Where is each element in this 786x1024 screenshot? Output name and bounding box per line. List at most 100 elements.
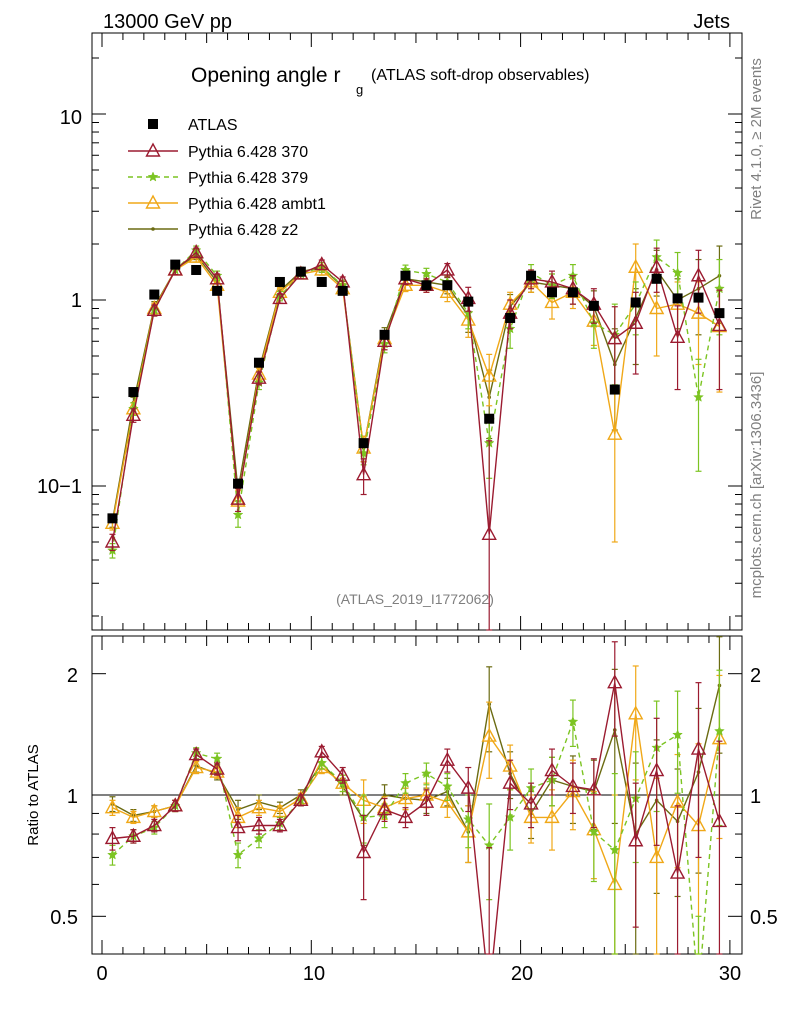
atlas-point xyxy=(505,313,516,324)
ratio-series-group xyxy=(104,636,728,955)
ratio-point xyxy=(714,725,725,736)
atlas-point xyxy=(484,413,495,424)
rivet-label: Rivet 4.1.0, ≥ 2M events xyxy=(748,58,765,220)
data-point xyxy=(607,425,623,440)
ratio-point xyxy=(418,793,435,808)
ratio-point xyxy=(293,791,309,807)
data-point xyxy=(439,283,456,299)
atlas-point xyxy=(609,384,620,395)
ratio-point xyxy=(167,797,183,812)
atlas-point xyxy=(149,289,160,300)
xtick-label: 20 xyxy=(511,963,533,985)
data-point xyxy=(272,289,288,305)
ratio-point xyxy=(107,849,118,860)
legend-marker xyxy=(145,194,161,209)
ratio-point xyxy=(188,746,204,761)
ratio-point xyxy=(230,819,246,834)
xtick-label: 30 xyxy=(719,963,741,985)
axis-ticks xyxy=(92,33,742,954)
atlas-point xyxy=(442,280,453,291)
data-point xyxy=(188,244,204,259)
data-point xyxy=(462,307,474,318)
data-point xyxy=(544,293,560,309)
atlas-point xyxy=(107,513,118,524)
data-point xyxy=(376,332,393,347)
ratio-point xyxy=(544,808,560,824)
legend-marker xyxy=(147,171,159,182)
atlas-point xyxy=(233,478,244,489)
ratio-point xyxy=(441,780,453,792)
ratio-point xyxy=(648,762,665,777)
ratio-ytick-label-left: 1 xyxy=(67,786,78,808)
analysis-label: (ATLAS_2019_I1772062) xyxy=(336,591,494,607)
ratio-point xyxy=(382,793,387,797)
ratio-point xyxy=(421,767,432,779)
process-label: Jets xyxy=(693,11,730,33)
ratio-point xyxy=(586,781,602,796)
atlas-point xyxy=(337,285,348,296)
chart-title-suffix: (ATLAS soft-drop observables) xyxy=(371,67,589,84)
atlas-point xyxy=(295,266,306,277)
ratio-point xyxy=(460,779,476,794)
legend-marks xyxy=(128,119,178,231)
ratio-point xyxy=(272,817,288,832)
atlas-point xyxy=(379,329,390,340)
data-point xyxy=(146,301,163,317)
data-point xyxy=(232,509,244,520)
atlas-point xyxy=(567,287,578,298)
ratio-point xyxy=(232,849,244,860)
xtick-label: 0 xyxy=(96,963,107,985)
legend-label-379: Pythia 6.428 379 xyxy=(188,170,308,187)
atlas-point xyxy=(693,292,704,303)
main-ytick-label: 10 xyxy=(60,107,82,129)
data-point xyxy=(693,391,704,402)
chart-title: Opening angle r xyxy=(191,64,340,87)
atlas-point xyxy=(191,264,202,275)
legend-marker xyxy=(148,119,158,129)
atlas-point xyxy=(546,287,557,298)
data-point xyxy=(209,270,225,285)
ratio-point xyxy=(565,777,581,793)
energy-label: 13000 GeV pp xyxy=(103,11,232,33)
ratio-point xyxy=(628,832,644,847)
data-point xyxy=(230,490,246,505)
ratio-point xyxy=(397,790,414,805)
legend-label-ambt1: Pythia 6.428 ambt1 xyxy=(188,196,326,213)
ratio-ytick-label-right: 2 xyxy=(750,665,761,687)
ratio-point xyxy=(567,716,579,727)
main-ytick-label: 1 xyxy=(71,290,82,312)
data-point xyxy=(669,328,686,344)
atlas-point xyxy=(316,276,327,287)
legend-marker xyxy=(145,142,161,157)
ratio-point xyxy=(125,827,142,842)
series-line xyxy=(111,253,720,521)
ratio-point xyxy=(439,751,456,766)
data-point xyxy=(648,258,665,273)
data-point xyxy=(355,466,372,481)
ratio-ytick-label-right: 0.5 xyxy=(750,907,778,929)
ratio-ytick-label-left: 0.5 xyxy=(50,907,78,929)
ratio-point xyxy=(251,817,267,832)
data-point xyxy=(648,300,665,315)
ratio-point xyxy=(481,727,497,742)
data-point xyxy=(439,261,456,276)
data-point xyxy=(690,267,707,282)
main-ytick-label: 10−1 xyxy=(37,476,82,498)
ratio-ylabel: Ratio to ATLAS xyxy=(25,744,42,845)
ratio-point xyxy=(146,817,163,832)
atlas-point xyxy=(714,308,725,319)
legend-label-370: Pythia 6.428 370 xyxy=(188,144,308,161)
ratio-point xyxy=(502,774,518,789)
data-point xyxy=(711,316,728,332)
atlas-point xyxy=(630,297,641,308)
data-point xyxy=(251,369,267,384)
atlas-point xyxy=(170,259,181,270)
ratio-point xyxy=(544,762,560,777)
atlas-point xyxy=(212,285,223,296)
data-point xyxy=(690,304,707,319)
data-point xyxy=(421,268,432,279)
data-point xyxy=(628,258,644,273)
main-frame xyxy=(91,32,743,631)
legend-marker xyxy=(151,227,155,231)
